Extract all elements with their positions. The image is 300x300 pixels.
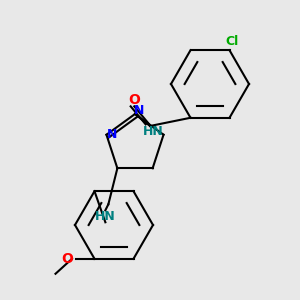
Text: O: O [128,93,140,107]
Text: N: N [107,128,118,141]
Text: Cl: Cl [226,35,239,48]
Text: HN: HN [143,125,164,138]
Text: HN: HN [95,210,116,223]
Text: N: N [134,104,145,118]
Text: O: O [61,252,74,266]
